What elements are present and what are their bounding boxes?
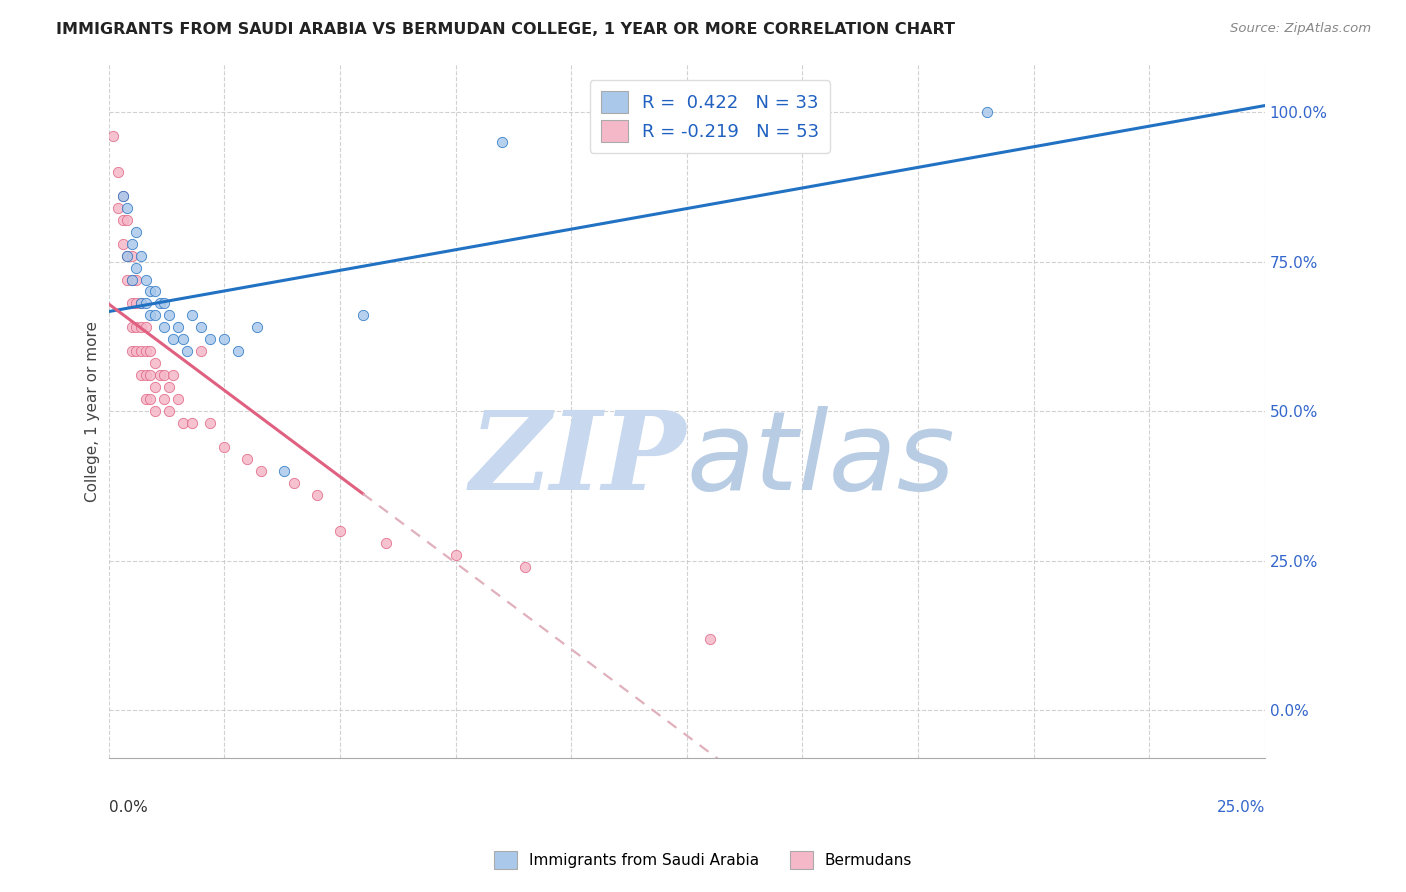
Point (153, 392, 176, 407)
Point (121, 236, 143, 251)
Legend: Immigrants from Saudi Arabia, Bermudans: Immigrants from Saudi Arabia, Bermudans (488, 845, 918, 875)
Point (115, 249, 138, 263)
Point (129, 296, 152, 310)
Point (273, 464, 295, 478)
Point (135, 392, 157, 407)
Point (139, 368, 162, 383)
Point (121, 344, 143, 359)
Point (121, 272, 143, 286)
Point (699, 632, 721, 646)
Point (135, 320, 157, 334)
Point (129, 320, 152, 334)
Point (444, 548, 467, 562)
Point (121, 320, 143, 334)
Point (329, 524, 352, 538)
Point (143, 285, 166, 299)
Text: atlas: atlas (686, 406, 955, 513)
Point (513, 559, 536, 574)
Point (190, 344, 212, 359)
Point (212, 332, 235, 346)
Point (139, 309, 162, 323)
Point (167, 392, 190, 407)
Point (176, 344, 198, 359)
Point (125, 260, 148, 275)
Text: 25.0%: 25.0% (1216, 800, 1265, 815)
Y-axis label: College, 1 year or more: College, 1 year or more (86, 321, 100, 501)
Point (121, 249, 143, 263)
Point (111, 236, 134, 251)
Point (157, 380, 180, 394)
Point (283, 476, 305, 491)
Point (157, 309, 180, 323)
Point (135, 344, 157, 359)
Point (212, 440, 235, 454)
Point (172, 332, 194, 346)
Point (129, 249, 152, 263)
Point (190, 320, 212, 334)
Point (111, 188, 134, 202)
Point (121, 272, 143, 286)
Point (125, 344, 148, 359)
Point (143, 309, 166, 323)
Text: Source: ZipAtlas.com: Source: ZipAtlas.com (1230, 22, 1371, 36)
Point (121, 296, 143, 310)
Point (125, 272, 148, 286)
Text: 0.0%: 0.0% (108, 800, 148, 815)
Point (103, 128, 125, 143)
Point (135, 296, 157, 310)
Point (153, 368, 176, 383)
Point (226, 344, 249, 359)
Point (162, 332, 184, 346)
Point (135, 272, 157, 286)
Point (111, 212, 134, 227)
Point (115, 249, 138, 263)
Point (153, 320, 176, 334)
Point (125, 320, 148, 334)
Point (135, 368, 157, 383)
Point (111, 188, 134, 202)
Point (107, 201, 129, 215)
Point (153, 296, 176, 310)
Point (125, 296, 148, 310)
Point (148, 368, 170, 383)
Point (172, 416, 194, 430)
Point (139, 285, 162, 299)
Point (139, 392, 162, 407)
Point (115, 212, 138, 227)
Point (491, 135, 513, 149)
Point (250, 464, 273, 478)
Point (305, 488, 328, 502)
Point (115, 272, 138, 286)
Text: ZIP: ZIP (470, 406, 686, 514)
Point (375, 536, 398, 550)
Point (180, 309, 202, 323)
Point (125, 225, 148, 239)
Point (352, 309, 374, 323)
Point (200, 332, 222, 346)
Legend: R =  0.422   N = 33, R = -0.219   N = 53: R = 0.422 N = 33, R = -0.219 N = 53 (589, 80, 830, 153)
Text: IMMIGRANTS FROM SAUDI ARABIA VS BERMUDAN COLLEGE, 1 YEAR OR MORE CORRELATION CHA: IMMIGRANTS FROM SAUDI ARABIA VS BERMUDAN… (56, 22, 955, 37)
Point (167, 320, 190, 334)
Point (143, 356, 166, 370)
Point (162, 368, 184, 383)
Point (129, 344, 152, 359)
Point (976, 104, 998, 119)
Point (129, 296, 152, 310)
Point (107, 165, 129, 179)
Point (148, 296, 170, 310)
Point (236, 452, 259, 467)
Point (129, 368, 152, 383)
Point (115, 201, 138, 215)
Point (157, 404, 180, 418)
Point (139, 344, 162, 359)
Point (180, 416, 202, 430)
Point (143, 404, 166, 418)
Point (200, 416, 222, 430)
Point (143, 380, 166, 394)
Point (246, 320, 269, 334)
